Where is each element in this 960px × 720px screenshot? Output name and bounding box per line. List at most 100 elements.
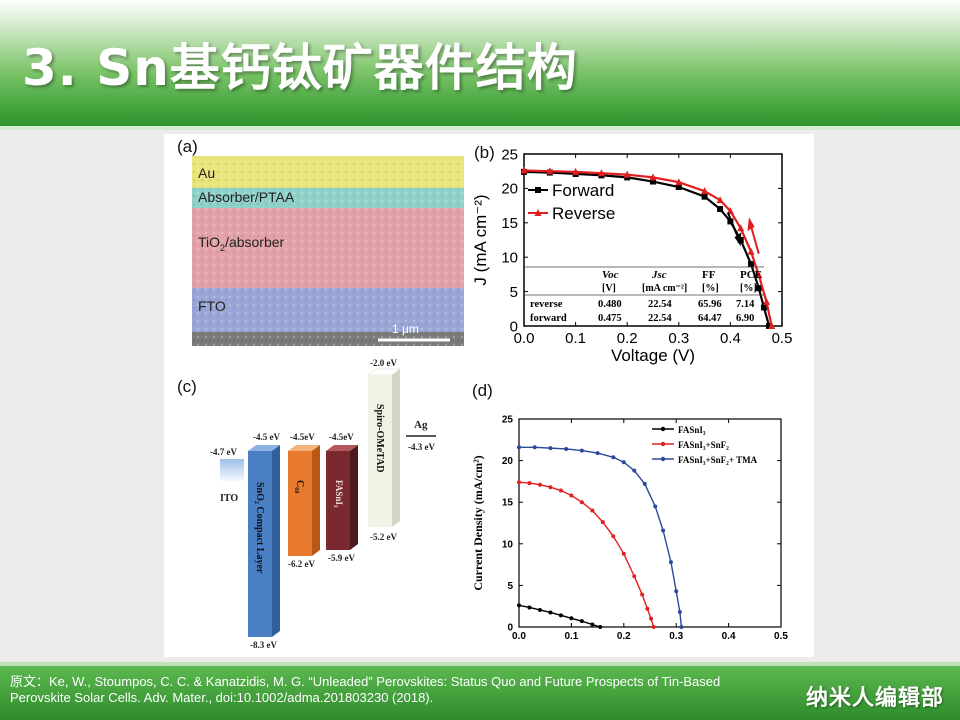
spiro-bar-side bbox=[392, 369, 400, 527]
data-point bbox=[766, 323, 773, 329]
data-point bbox=[755, 285, 762, 292]
x-axis-label: Voltage (V) bbox=[611, 346, 695, 365]
legend-marker-0 bbox=[660, 426, 666, 432]
y-tick-label: 5 bbox=[510, 284, 518, 301]
legend-label-2: FASnI₃+SnF₂+ TMA bbox=[678, 455, 758, 465]
data-point bbox=[520, 166, 528, 174]
data-point bbox=[611, 455, 616, 460]
series-line-1 bbox=[518, 481, 655, 628]
panel-c: (c) -4.7 eV ITO -4.5 eV -8.3 eV SnO₂ Com… bbox=[177, 358, 436, 650]
x-tick-label: 0.2 bbox=[617, 631, 631, 642]
c60-bottom-label: -6.2 eV bbox=[288, 559, 315, 569]
table-cell: 65.96 bbox=[698, 299, 722, 310]
data-point bbox=[537, 482, 542, 487]
fasni3-bar-top bbox=[326, 445, 358, 451]
data-point bbox=[760, 304, 767, 311]
data-point bbox=[642, 481, 647, 486]
fasni3-name: FASnI₃ bbox=[334, 480, 344, 508]
data-point bbox=[595, 451, 600, 456]
data-point bbox=[558, 488, 563, 493]
table-cell: 7.14 bbox=[736, 299, 755, 310]
data-point bbox=[611, 534, 616, 539]
c60-bar-top bbox=[288, 445, 320, 451]
c60-bar-side bbox=[312, 445, 320, 556]
legend-marker-2 bbox=[660, 456, 666, 462]
x-tick-label: 0.3 bbox=[668, 330, 689, 347]
data-point bbox=[716, 196, 724, 204]
data-point bbox=[527, 481, 532, 486]
scale-bar-label: 1 μm bbox=[392, 322, 419, 336]
x-tick-label: 0.1 bbox=[564, 631, 578, 642]
data-point bbox=[548, 485, 553, 490]
data-point bbox=[569, 616, 574, 621]
data-point bbox=[679, 625, 684, 629]
plot-frame bbox=[518, 418, 782, 628]
data-point bbox=[579, 619, 584, 624]
table-header: PCE bbox=[740, 269, 762, 281]
panel-c-label: (c) bbox=[177, 377, 197, 396]
y-axis-label: J (mA cm⁻²) bbox=[471, 194, 490, 285]
data-point bbox=[569, 493, 574, 498]
y-tick-label: 15 bbox=[501, 215, 518, 232]
tio2-label: TiO2/absorber bbox=[198, 234, 285, 253]
footer-divider bbox=[0, 662, 960, 666]
spiro-bottom-label: -5.2 eV bbox=[370, 532, 397, 542]
title-banner-divider bbox=[0, 126, 960, 130]
data-point bbox=[650, 178, 656, 185]
data-point bbox=[579, 448, 584, 453]
data-point bbox=[548, 446, 553, 451]
data-point bbox=[579, 500, 584, 505]
legend-marker-1 bbox=[660, 441, 666, 447]
legend-forward-marker bbox=[535, 187, 541, 193]
fasni3-bar-side bbox=[350, 445, 358, 550]
data-point bbox=[649, 173, 657, 181]
x-tick-label: 0.4 bbox=[722, 631, 736, 642]
x-tick-label: 0.3 bbox=[669, 631, 683, 642]
table-unit: [%] bbox=[740, 283, 757, 294]
legend-reverse-label: Reverse bbox=[552, 204, 615, 223]
y-tick-label: 15 bbox=[502, 498, 514, 509]
au-label: Au bbox=[198, 165, 215, 181]
data-point bbox=[517, 445, 521, 450]
table-cell: reverse bbox=[530, 299, 563, 310]
x-tick-label: 0.2 bbox=[617, 330, 638, 347]
x-tick-label: 0.4 bbox=[720, 330, 741, 347]
data-point bbox=[748, 261, 755, 268]
data-point bbox=[600, 520, 605, 525]
data-point bbox=[717, 206, 724, 213]
data-point bbox=[674, 589, 679, 594]
table-cell: 22.54 bbox=[648, 313, 672, 324]
c60-name: C₆₀ bbox=[294, 480, 305, 493]
data-point bbox=[649, 616, 654, 621]
data-point bbox=[668, 560, 673, 565]
ito-level-box bbox=[220, 459, 244, 481]
data-point bbox=[651, 625, 656, 629]
table-unit: [mA cm⁻²] bbox=[642, 283, 687, 294]
data-point bbox=[517, 480, 521, 485]
y-tick-label: 20 bbox=[502, 456, 514, 467]
slide-title: 3. Sn基钙钛矿器件结构 bbox=[22, 39, 578, 97]
y-tick-label: 25 bbox=[502, 415, 514, 426]
sno2-bar bbox=[248, 451, 272, 637]
sno2-bar-top bbox=[248, 445, 280, 451]
data-point bbox=[527, 605, 532, 610]
sno2-top-label: -4.5 eV bbox=[253, 432, 280, 442]
data-point bbox=[661, 528, 666, 533]
spiro-name: Spiro-OMeTAD bbox=[374, 404, 385, 473]
x-tick-label: 0.0 bbox=[512, 631, 526, 642]
plot-frame bbox=[523, 153, 783, 327]
legend-label-0: FASnI₃ bbox=[678, 425, 706, 435]
data-point bbox=[548, 610, 553, 615]
y-tick-label: 25 bbox=[501, 146, 518, 163]
table-header: Voc bbox=[602, 269, 619, 281]
data-point bbox=[572, 167, 580, 175]
forward-arrowhead bbox=[734, 232, 742, 247]
data-point bbox=[632, 468, 637, 473]
ito-label: ITO bbox=[220, 493, 238, 504]
table-cell: 0.480 bbox=[598, 299, 622, 310]
citation-text: 原文：Ke, W., Stoumpos, C. C. & Kanatzidis,… bbox=[10, 674, 721, 705]
data-point bbox=[701, 187, 709, 195]
x-tick-label: 0.0 bbox=[514, 330, 535, 347]
panel-d: (d) 0.0 0.1 0.2 0.3 0.4 0.5 0 5 10 15 20 25 Current … bbox=[471, 381, 788, 642]
data-point bbox=[597, 169, 605, 177]
